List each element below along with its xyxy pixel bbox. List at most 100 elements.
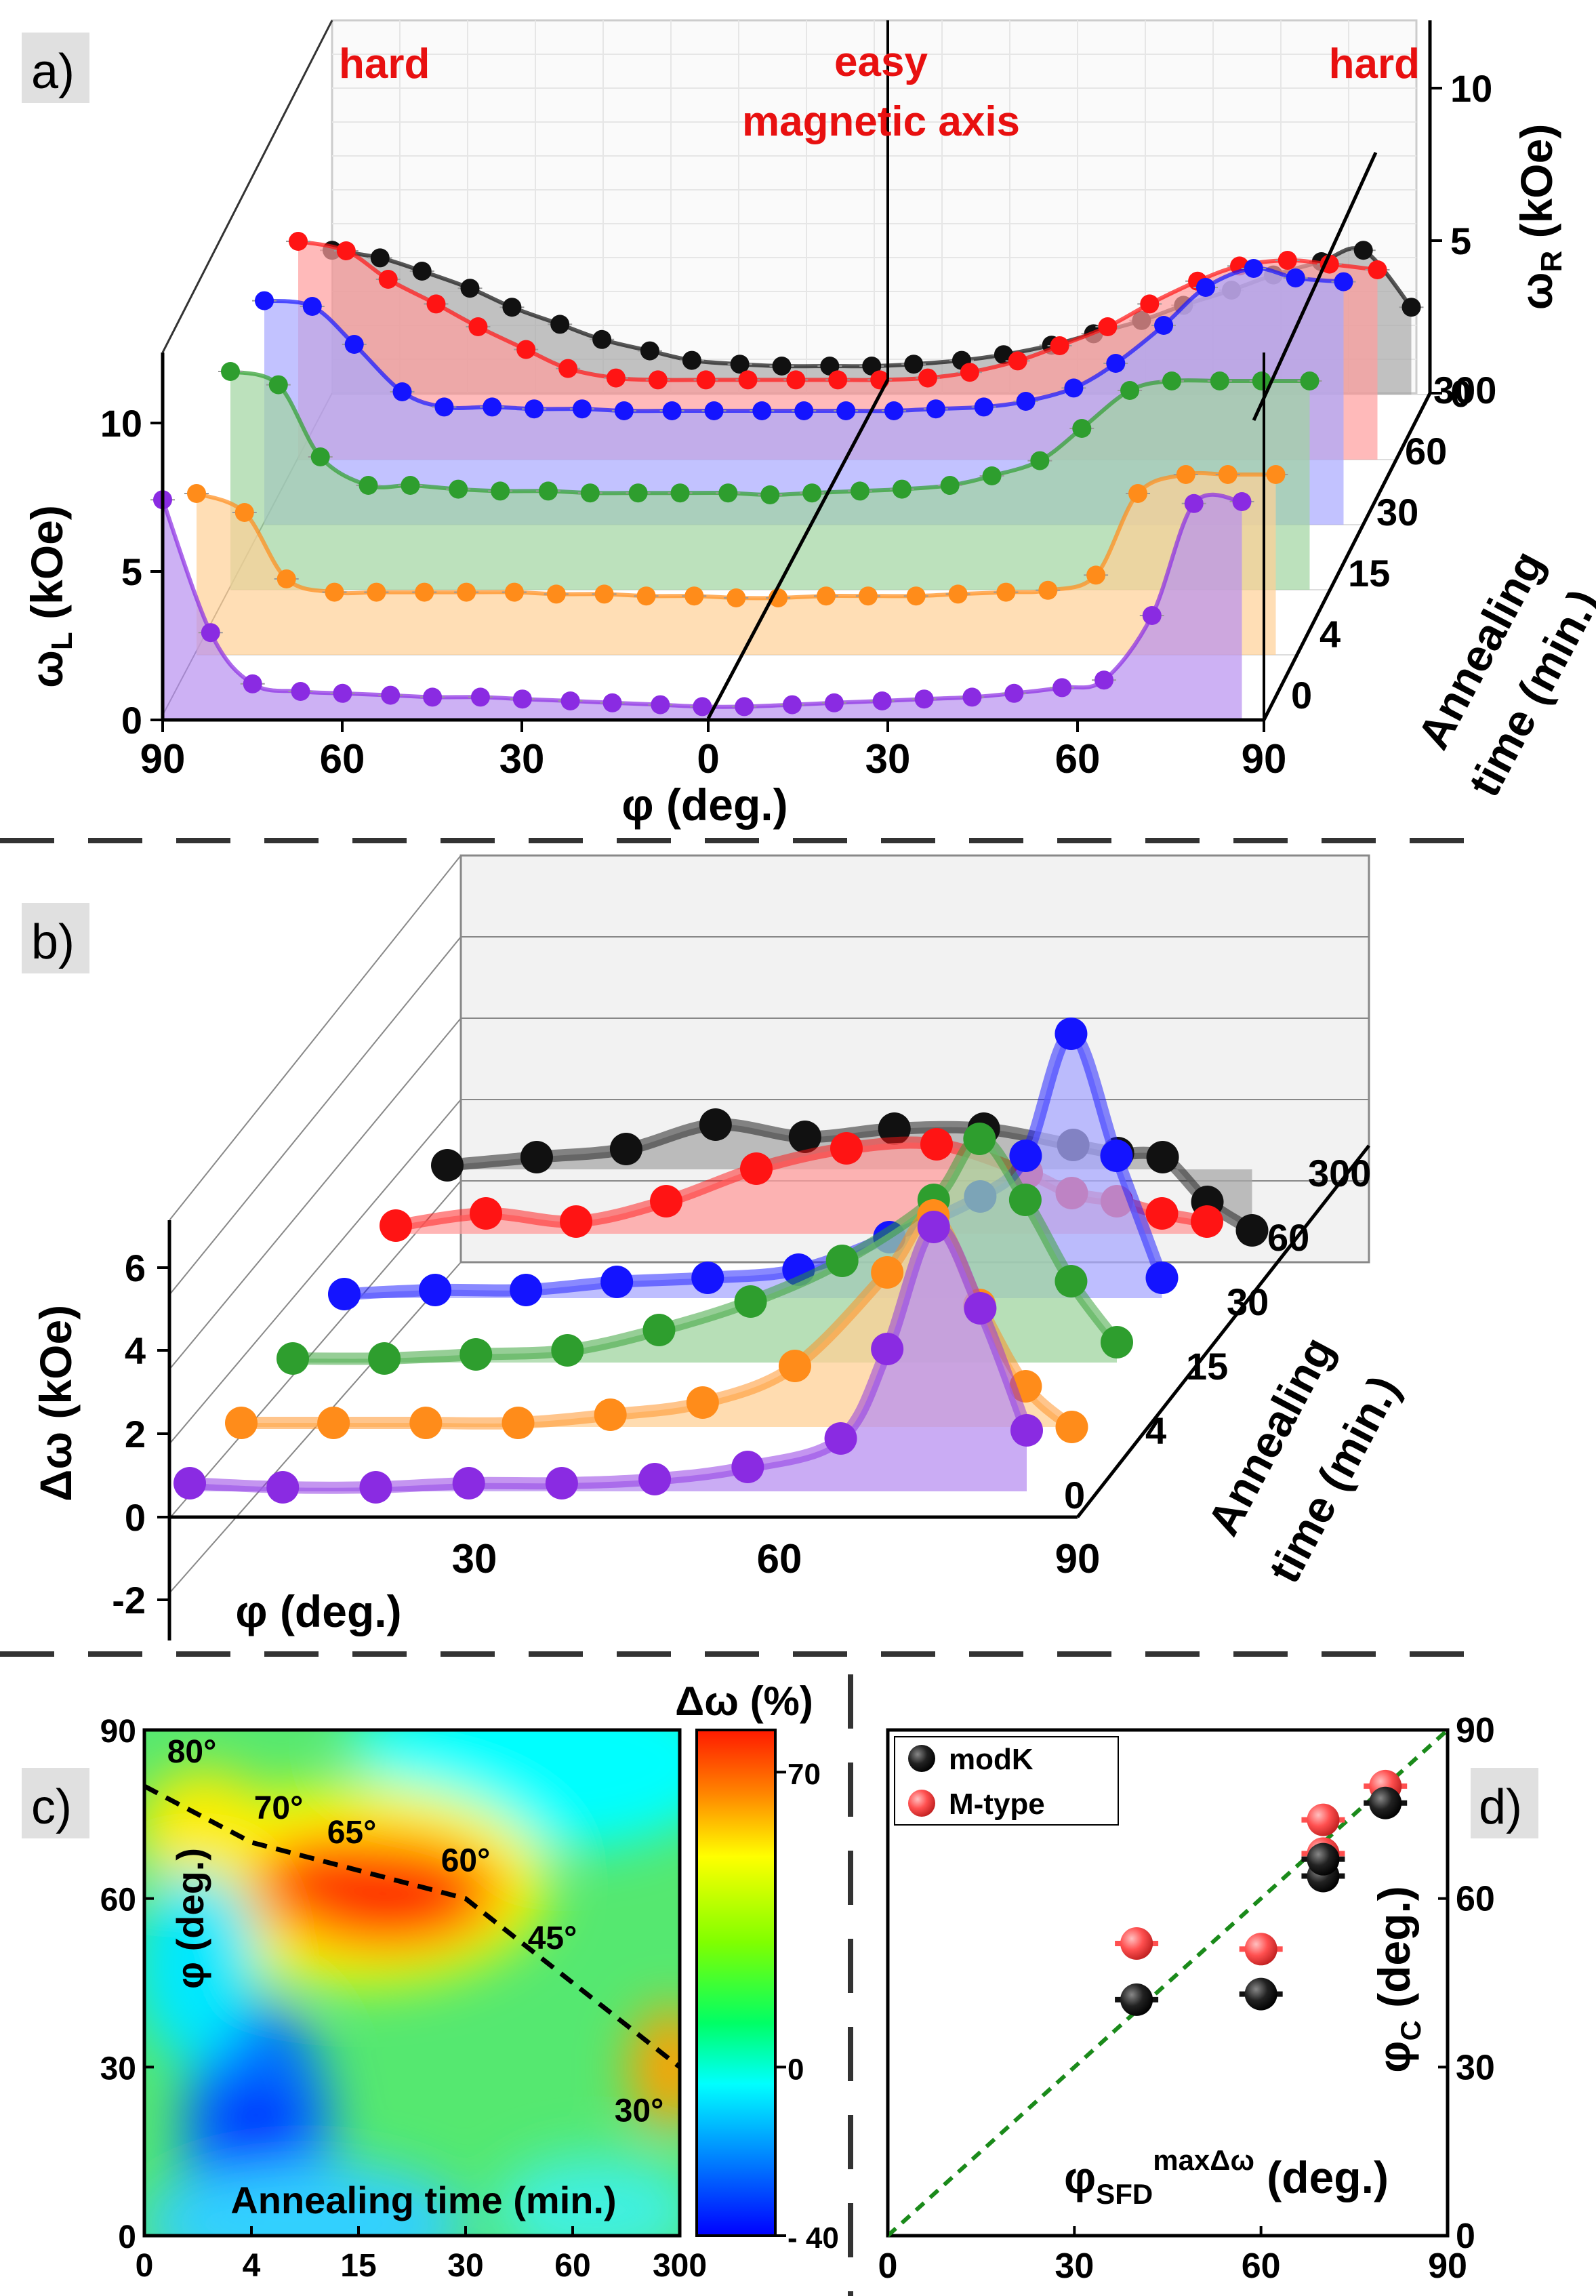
panel-b-point-60 xyxy=(1191,1205,1223,1238)
panel-a-point-60 xyxy=(918,368,937,388)
colorbar xyxy=(695,1729,777,2237)
panel-b-point-30 xyxy=(1055,1018,1088,1050)
panel-c-x-label: Annealing time (min.) xyxy=(230,2179,616,2221)
panel-c-y-tick-label: 60 xyxy=(100,1882,136,1918)
panel-c-x-tick-label: 4 xyxy=(243,2248,261,2284)
panel-a-point-60 xyxy=(828,370,848,390)
panel-a-z-tick-label: 0 xyxy=(1291,674,1312,717)
panel-a-point-15 xyxy=(401,476,420,495)
panel-a-point-30 xyxy=(884,401,903,420)
panel-d-point-M-type xyxy=(1244,1933,1277,1966)
panel-a-y-label-right-sub: R xyxy=(1535,251,1568,273)
panel-a-point-15 xyxy=(892,479,912,499)
panel-a-point-15 xyxy=(670,483,690,503)
panel-a-point-30 xyxy=(1244,259,1263,278)
panel-a-point-30 xyxy=(1334,272,1353,291)
panel-a-point-15 xyxy=(1252,371,1271,390)
colorbar-tick-label: 70 xyxy=(787,1758,821,1791)
panel-d-y-tick-label: 30 xyxy=(1456,2048,1495,2087)
panel-a-z-tick-label: 30 xyxy=(1376,491,1418,533)
panel-b-point-300 xyxy=(609,1133,642,1165)
panel-a-y-label-left: ωL (kOe) xyxy=(22,505,79,688)
panel-b-depth-lines xyxy=(169,855,462,1594)
panel-d-y-label: φC (deg.) xyxy=(1369,1886,1427,2073)
panel-a-y-label-left-sub: L xyxy=(45,632,79,650)
panel-a-point-300 xyxy=(502,298,522,317)
panel-d-x-tick-label: 30 xyxy=(1055,2247,1094,2286)
heat-blob-red2 xyxy=(264,1837,373,1905)
heatmap-blobs xyxy=(144,1730,680,2236)
panel-a-point-0 xyxy=(1232,492,1252,511)
panel-a-y-tick-label-right: 0 xyxy=(1450,372,1471,415)
panel-a-point-30 xyxy=(1106,354,1126,373)
panel-a-point-60 xyxy=(1277,251,1297,270)
panel-a-point-60 xyxy=(738,370,758,390)
panel-a-point-300 xyxy=(640,341,659,361)
panel-b-x-tick-label: 90 xyxy=(1055,1536,1101,1582)
panel-b-point-60 xyxy=(920,1128,953,1161)
panel-b-depth-line xyxy=(169,855,462,1221)
panel-a-point-15 xyxy=(310,447,330,466)
panel-a-point-4 xyxy=(1218,465,1237,484)
panel-a-annotation-easy: easy xyxy=(834,39,928,85)
panel-a-point-30 xyxy=(836,401,856,420)
colorbar-tick-label: 0 xyxy=(787,2053,804,2086)
panel-a-point-4 xyxy=(727,588,746,607)
panel-a-point-15 xyxy=(1030,451,1050,470)
panel-b-z-axis xyxy=(1076,1144,1370,1518)
panel-a-point-4 xyxy=(858,586,878,606)
panel-a-x-tick-label: 90 xyxy=(140,736,186,782)
panel-a-point-4 xyxy=(1086,565,1106,585)
panel-b-point-0 xyxy=(452,1467,485,1499)
panel-a-point-60 xyxy=(426,294,446,314)
panel-b-point-0 xyxy=(824,1422,857,1455)
panel-b-point-4 xyxy=(686,1386,719,1419)
panel-a-point-60 xyxy=(648,370,668,390)
panel-a-point-300 xyxy=(862,357,882,376)
panel-c: c) 80° 70° 65° 60° 45° 30° Δω (%) 0 xyxy=(22,1678,839,2284)
panel-a-y-tick-label-left: 5 xyxy=(121,550,142,593)
panel-a-point-60 xyxy=(960,363,979,382)
panel-a-y-tick-label-right: 5 xyxy=(1450,220,1471,262)
panel-a-area-0 xyxy=(163,494,1242,720)
panel-b-point-4 xyxy=(1055,1411,1088,1443)
heatmap-area xyxy=(144,1730,680,2236)
panel-d-y-tick-label: 60 xyxy=(1456,1880,1495,1919)
panel-a-point-300 xyxy=(820,357,840,376)
panel-b-area-0 xyxy=(190,1226,1027,1491)
reference-line-y-equals-x xyxy=(886,1728,1450,2238)
panel-a-point-15 xyxy=(1162,371,1182,390)
panel-d-point-modK xyxy=(1307,1842,1340,1876)
panel-a-point-15 xyxy=(850,481,869,501)
panel-a-z-tick-label: 4 xyxy=(1319,613,1341,656)
legend-modk-marker xyxy=(908,1745,935,1772)
panel-b-point-0 xyxy=(731,1451,764,1483)
panel-a-point-30 xyxy=(392,382,412,401)
panel-a-point-60 xyxy=(289,232,308,251)
panel-b-point-15 xyxy=(551,1334,584,1367)
panel-d-point-modK xyxy=(1244,1977,1277,2011)
panel-a-right-diag-line xyxy=(1252,151,1378,422)
panel-a-point-30 xyxy=(926,399,945,419)
panel-a-point-300 xyxy=(550,315,570,334)
panel-a-point-60 xyxy=(606,368,626,388)
panel-a-point-0 xyxy=(1142,606,1162,625)
panel-b-point-30 xyxy=(1145,1262,1179,1294)
panel-a-point-4 xyxy=(415,582,434,602)
panel-b-x-tick-label: 60 xyxy=(757,1536,802,1582)
panel-a-point-15 xyxy=(718,483,738,503)
panel-d-y-tick-label: 90 xyxy=(1456,1711,1495,1750)
panel-d-y-label-unit: (deg.) xyxy=(1369,1886,1419,2020)
panel-a-point-15 xyxy=(1300,371,1319,390)
panel-a-label: a) xyxy=(31,45,75,99)
critical-angle-annotation: 30° xyxy=(615,2093,664,2129)
panel-b-point-4 xyxy=(871,1256,904,1289)
panel-d-x-label: φSFDmaxΔω (deg.) xyxy=(1064,2144,1389,2210)
panel-a-x-label: φ (deg.) xyxy=(621,780,787,830)
panel-b-y-label: Δω (kOe) xyxy=(30,1305,81,1502)
panel-a-point-60 xyxy=(336,241,356,260)
panel-a-point-30 xyxy=(302,297,322,316)
panel-b-area-4 xyxy=(241,1215,1072,1427)
panel-a-point-0 xyxy=(291,682,310,701)
panel-b-x-tick-label: 30 xyxy=(452,1536,497,1582)
